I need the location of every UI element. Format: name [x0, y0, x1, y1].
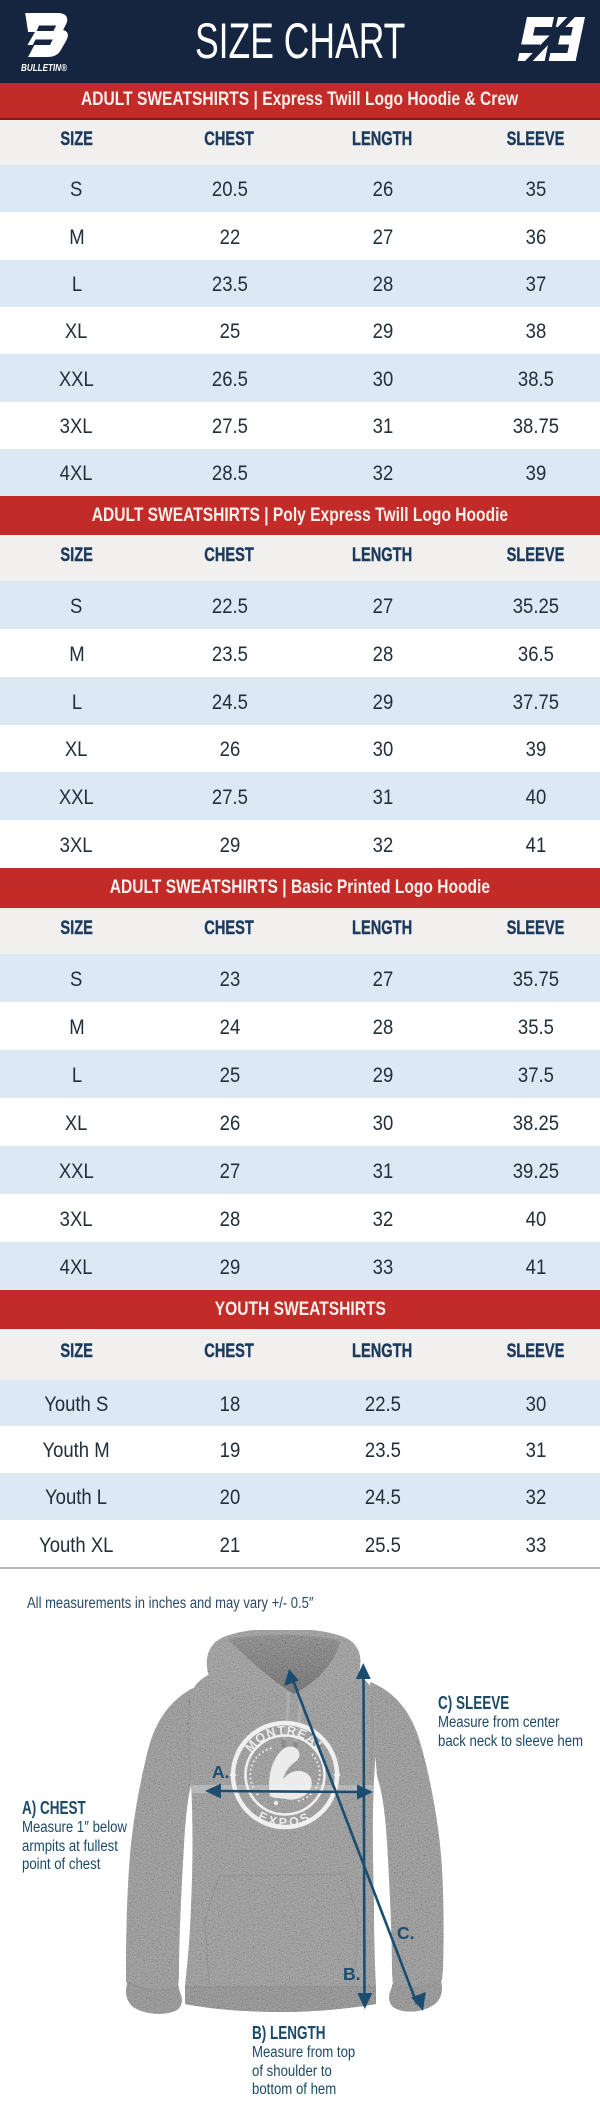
svg-text:A.: A.: [212, 1762, 230, 1782]
svg-text:EXPOS: EXPOS: [256, 1809, 314, 1830]
svg-text:BULLETIN®: BULLETIN®: [21, 62, 67, 74]
svg-text:B.: B.: [343, 1964, 361, 1984]
svg-text:C.: C.: [397, 1923, 415, 1943]
